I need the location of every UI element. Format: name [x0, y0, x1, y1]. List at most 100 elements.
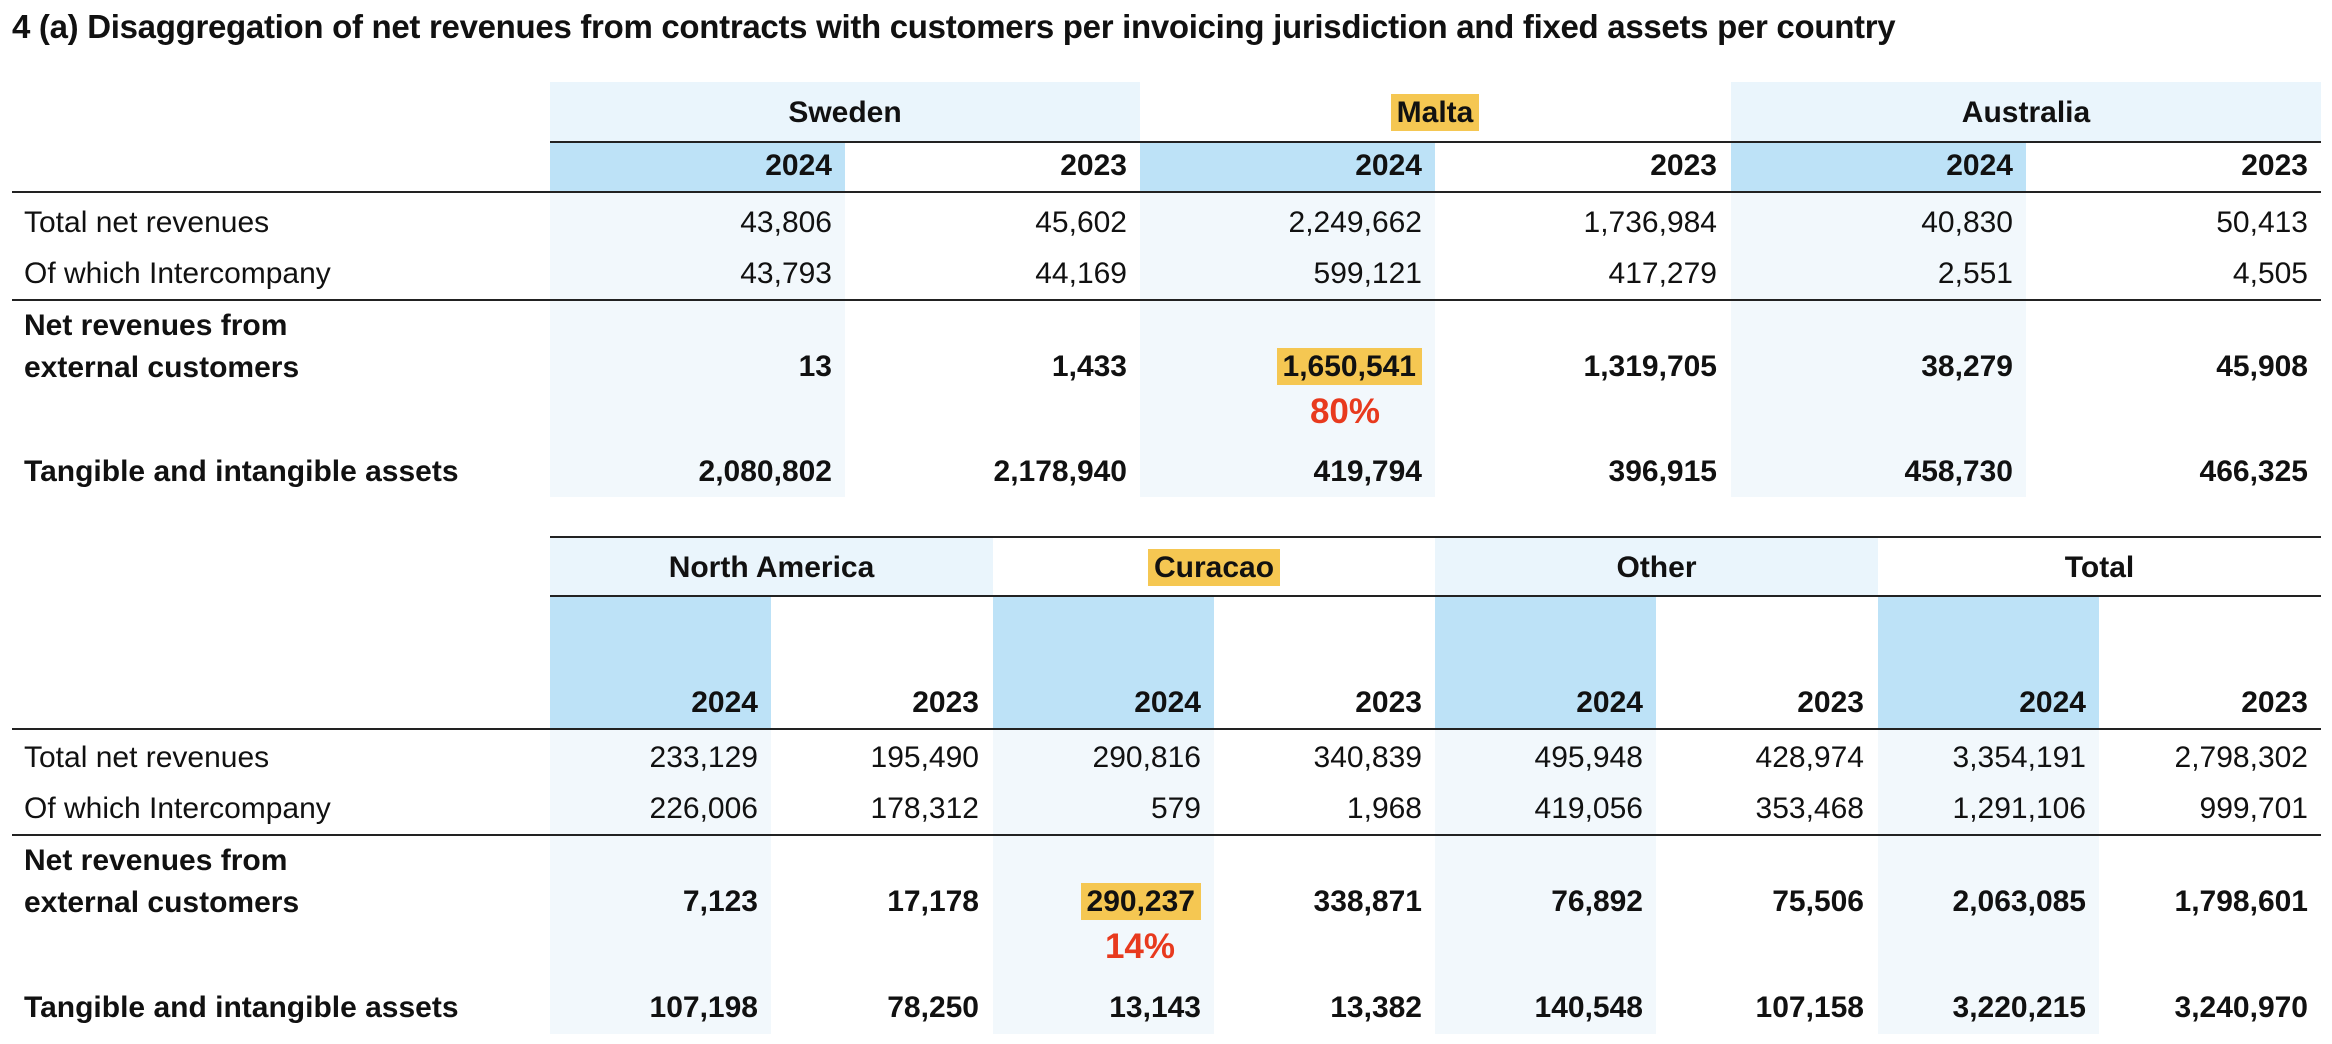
row-label: Net revenues from external customers — [24, 305, 299, 389]
cell-value: 1,291,106 — [1952, 792, 2086, 825]
cell-value: 43,793 — [740, 257, 832, 290]
north-america-header-bg — [550, 538, 993, 596]
cell-value: 1,319,705 — [1583, 350, 1717, 383]
cell-value: 50,413 — [2216, 206, 2308, 239]
sweden-2024-col-bg — [550, 192, 845, 497]
year-header: 2024 — [765, 149, 832, 182]
north-america-2024-bg — [550, 596, 771, 729]
cell-value: 599,121 — [1313, 257, 1422, 290]
region-header-curacao: Curacao — [993, 549, 1435, 586]
year-header: 2023 — [1060, 149, 1127, 182]
table-top-rule — [550, 536, 2321, 538]
row-label: Total net revenues — [24, 741, 270, 774]
region-header-total: Total — [2064, 551, 2135, 584]
header-divider — [550, 595, 2321, 597]
cell-value: 78,250 — [887, 991, 979, 1024]
cell-value: 1,736,984 — [1583, 206, 1717, 239]
cell-value: 466,325 — [2199, 455, 2308, 488]
year-header: 2024 — [1355, 149, 1422, 182]
cell-value: 2,080,802 — [698, 455, 832, 488]
row-label-line: external customers — [24, 351, 300, 384]
cell-value: 396,915 — [1608, 455, 1717, 488]
row-label: Tangible and intangible assets — [24, 991, 459, 1024]
row-divider — [12, 834, 2321, 836]
cell-value: 2,798,302 — [2174, 741, 2308, 774]
cell-value: 353,468 — [1755, 792, 1864, 825]
cell-value: 2,178,940 — [993, 455, 1127, 488]
cell-value-highlighted: 290,237 — [993, 883, 1201, 920]
region-header-other: Other — [1616, 551, 1697, 584]
cell-value: 44,169 — [1035, 257, 1127, 290]
sweden-header-bg — [550, 82, 1140, 142]
cell-value-highlighted: 1,650,541 — [1140, 348, 1422, 385]
year-header: 2023 — [1650, 149, 1717, 182]
row-label: Of which Intercompany — [24, 257, 331, 290]
other-2024-bg — [1435, 596, 1656, 729]
header-bottom-rule — [12, 191, 2321, 193]
year-header: 2024 — [2019, 686, 2086, 719]
cell-value: 419,794 — [1313, 455, 1422, 488]
cell-value: 13 — [798, 350, 832, 383]
cell-value: 45,908 — [2216, 350, 2308, 383]
row-label-line: Net revenues from — [24, 309, 288, 342]
row-label: Net revenues from external customers — [24, 840, 299, 924]
cell-value: 38,279 — [1921, 350, 2013, 383]
malta-2024-bg — [1140, 142, 1435, 192]
curacao-2024-bg — [993, 596, 1214, 729]
other-2024-col-bg — [1435, 729, 1656, 1034]
year-header: 2023 — [912, 686, 979, 719]
total-2024-bg — [1878, 596, 2099, 729]
cell-value: 43,806 — [740, 206, 832, 239]
cell-value: 419,056 — [1534, 792, 1643, 825]
cell-value: 3,220,215 — [1952, 991, 2086, 1024]
year-header: 2023 — [2241, 686, 2308, 719]
year-header: 2024 — [691, 686, 758, 719]
page-title: 4 (a) Disaggregation of net revenues fro… — [12, 8, 1896, 45]
cell-value: 140,548 — [1534, 991, 1643, 1024]
cell-value: 107,198 — [649, 991, 758, 1024]
region-header-sweden: Sweden — [788, 96, 902, 129]
year-header: 2023 — [2241, 149, 2308, 182]
sweden-2024-bg — [550, 142, 845, 192]
share-percentage: 80% — [1309, 392, 1381, 431]
malta-2024-col-bg — [1140, 192, 1435, 497]
year-header: 2024 — [1576, 686, 1643, 719]
australia-header-bg — [1731, 82, 2321, 142]
cell-value: 3,354,191 — [1952, 741, 2086, 774]
cell-value: 75,506 — [1772, 885, 1864, 918]
cell-value: 226,006 — [649, 792, 758, 825]
cell-value: 1,968 — [1346, 792, 1422, 825]
cell-value: 13,143 — [1109, 991, 1201, 1024]
cell-value: 338,871 — [1313, 885, 1422, 918]
cell-value: 458,730 — [1904, 455, 2013, 488]
cell-value: 45,602 — [1035, 206, 1127, 239]
cell-value: 3,240,970 — [2174, 991, 2308, 1024]
cell-value: 4,505 — [2232, 257, 2308, 290]
cell-value: 495,948 — [1534, 741, 1643, 774]
other-header-bg — [1435, 538, 1878, 596]
cell-value: 290,816 — [1092, 741, 1201, 774]
row-label: Of which Intercompany — [24, 792, 331, 825]
year-header: 2023 — [1355, 686, 1422, 719]
cell-value: 2,063,085 — [1952, 885, 2086, 918]
cell-value: 2,249,662 — [1288, 206, 1422, 239]
cell-value: 233,129 — [649, 741, 758, 774]
year-header: 2023 — [1797, 686, 1864, 719]
row-label: Total net revenues — [24, 206, 270, 239]
header-bottom-rule — [12, 728, 2321, 730]
region-header-malta: Malta — [1140, 94, 1730, 131]
cell-value: 428,974 — [1755, 741, 1864, 774]
region-header-north-america: North America — [668, 551, 875, 584]
cell-value: 107,158 — [1755, 991, 1864, 1024]
cell-value: 178,312 — [870, 792, 979, 825]
cell-value: 40,830 — [1921, 206, 2013, 239]
row-label: Tangible and intangible assets — [24, 455, 459, 488]
cell-value: 17,178 — [887, 885, 979, 918]
north-america-2024-col-bg — [550, 729, 771, 1034]
cell-value: 76,892 — [1551, 885, 1643, 918]
header-divider — [550, 141, 2321, 143]
year-header: 2024 — [1946, 149, 2013, 182]
cell-value: 13,382 — [1330, 991, 1422, 1024]
cell-value: 1,798,601 — [2174, 885, 2308, 918]
curacao-2024-col-bg — [993, 729, 1214, 1034]
